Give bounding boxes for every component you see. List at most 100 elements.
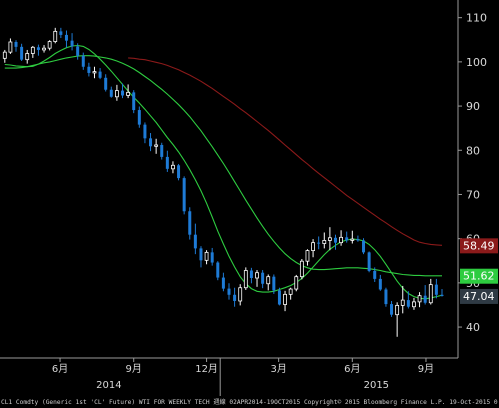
candle-body (317, 242, 321, 244)
candle (440, 289, 444, 297)
candle-body (417, 295, 422, 303)
candle-body (14, 41, 18, 47)
candle (305, 249, 310, 266)
candle-body (81, 55, 85, 67)
last-price-badge-bg (460, 268, 498, 284)
candle (272, 274, 276, 294)
candle (193, 223, 197, 255)
candle (339, 230, 343, 246)
candle (104, 74, 108, 92)
candle (126, 84, 131, 99)
candle (238, 284, 243, 306)
candle (356, 235, 360, 242)
x-tick-label: 12月 (195, 363, 218, 375)
x-tick-label: 6月 (52, 363, 68, 375)
moving-average-line-3 (128, 57, 443, 246)
candle (261, 270, 265, 289)
candle-body (266, 276, 271, 285)
candle (406, 291, 410, 309)
candle-body (165, 156, 169, 169)
candle (277, 287, 281, 306)
last-price-badge-bg (460, 238, 498, 254)
x-year-label: 2015 (364, 380, 389, 391)
y-tick-label: 90 (466, 100, 480, 113)
candle-body (395, 305, 400, 316)
candle-body (333, 237, 337, 243)
candle (378, 274, 382, 291)
candle (322, 232, 327, 249)
candle (188, 207, 192, 240)
candle (266, 274, 271, 291)
candle (171, 161, 175, 174)
candle-body (47, 41, 52, 49)
candle-body (115, 90, 119, 98)
candle-body (98, 71, 102, 78)
candle (20, 43, 24, 61)
candle (367, 251, 371, 273)
candle (221, 272, 225, 292)
y-tick-label: 100 (466, 56, 487, 69)
candle-body (70, 40, 74, 47)
candle (109, 86, 113, 98)
candle (81, 52, 85, 70)
candle-body (362, 240, 366, 253)
candle-body (42, 47, 46, 51)
candle (149, 133, 153, 152)
candle (327, 227, 332, 251)
last-price-badge-text: 47.04 (463, 290, 495, 303)
y-tick-label: 110 (466, 12, 487, 25)
candle-body (182, 178, 186, 212)
candle-body (294, 276, 299, 290)
candle (345, 231, 349, 243)
candle (47, 40, 52, 51)
candle-body (20, 46, 24, 60)
candle (177, 163, 181, 181)
last-price-badge-text: 58.49 (463, 239, 495, 252)
candle-body (288, 288, 293, 295)
candle (115, 84, 119, 101)
candle-body (322, 240, 327, 244)
candle (210, 247, 214, 266)
candle-body (188, 211, 192, 235)
candle-body (283, 293, 287, 305)
candle (132, 90, 136, 114)
candle-body (76, 46, 80, 56)
candle-body (8, 41, 13, 53)
last-price-badge-text: 51.62 (463, 270, 495, 283)
candle (434, 278, 438, 299)
candle-body (109, 89, 113, 97)
candle (311, 239, 315, 258)
y-tick-label: 40 (466, 321, 480, 334)
candle (121, 83, 125, 99)
axes: 4050607080901001106月9月12月3月6月9月201420155… (0, 0, 498, 396)
y-tick-label: 70 (466, 188, 480, 201)
candle (204, 250, 209, 265)
candle-body (367, 252, 371, 271)
candle-body (126, 91, 131, 96)
candle-body (255, 272, 259, 279)
candle-body (305, 250, 310, 262)
candle-body (227, 288, 231, 295)
x-tick-label: 6月 (344, 363, 360, 375)
candle (249, 267, 253, 284)
candle-body (30, 46, 35, 54)
footer-caption: CL1 Comdty (Generic 1st 'CL' Future) WTI… (1, 399, 498, 406)
candle (299, 258, 304, 280)
candle-body (378, 278, 382, 290)
candle (137, 106, 141, 128)
candle (165, 150, 169, 172)
candle-body (204, 251, 209, 261)
candle-body (36, 47, 40, 50)
last-price-badge: 51.62 (460, 268, 498, 284)
candle (92, 66, 97, 79)
candle-body (243, 270, 248, 289)
candle (98, 68, 102, 80)
candle (384, 287, 388, 307)
candle (87, 62, 91, 77)
moving-average-line-1 (4, 44, 443, 300)
candle (390, 300, 394, 317)
candle (36, 44, 40, 56)
plot-area (2, 27, 444, 337)
candle-body (356, 239, 360, 241)
candle (350, 230, 355, 244)
